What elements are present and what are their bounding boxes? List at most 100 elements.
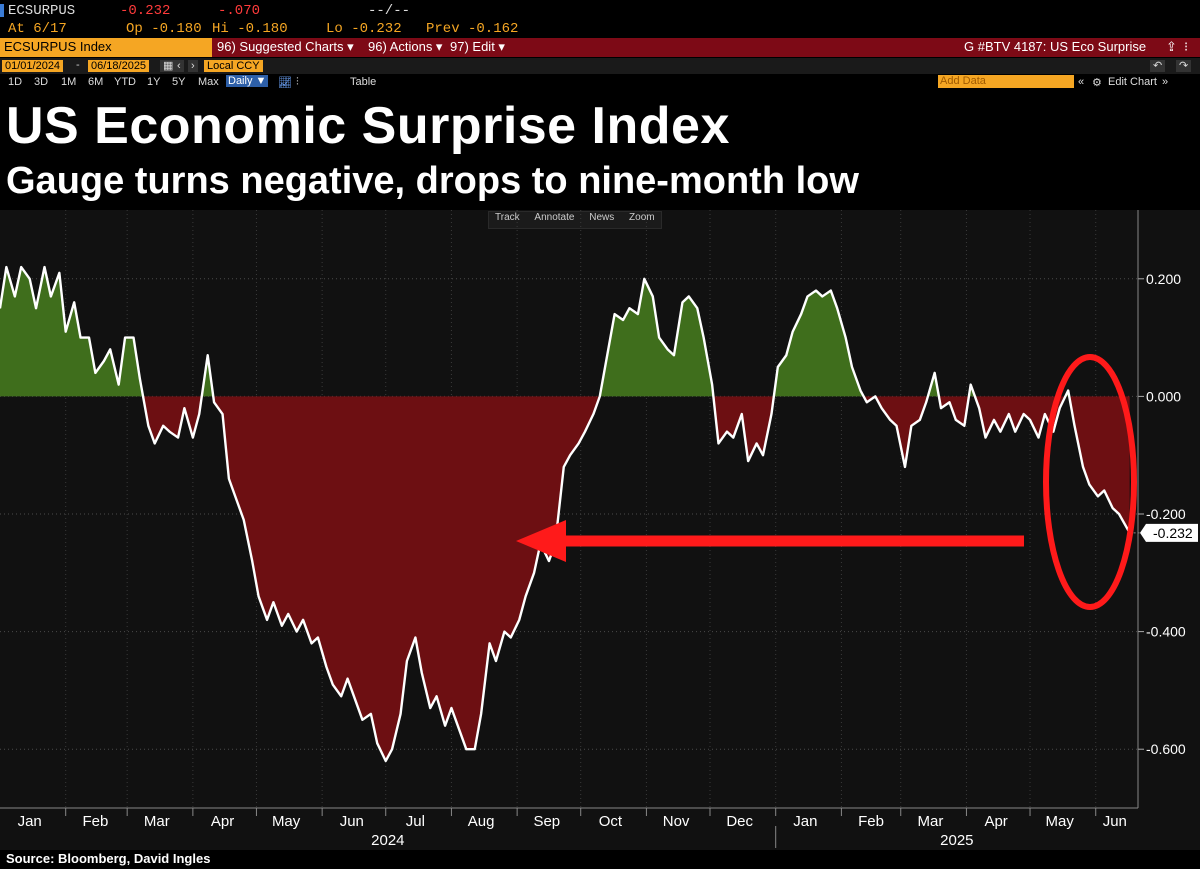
table-button[interactable]: Table bbox=[350, 76, 377, 88]
data-point bbox=[177, 436, 179, 439]
data-point bbox=[1103, 489, 1105, 492]
zoom-tool[interactable]: Zoom bbox=[629, 212, 655, 223]
surprise-index-chart[interactable]: 0.200 0.000 -0.200 -0.400 -0.600 Jan Feb Mar Apr… bbox=[0, 210, 1200, 850]
bid-ask-placeholder: --/-- bbox=[368, 3, 411, 19]
negative-area bbox=[1069, 396, 1130, 533]
y-tick-label: 0.000 bbox=[1146, 388, 1181, 404]
data-point bbox=[548, 560, 550, 562]
data-point bbox=[667, 348, 669, 350]
data-point bbox=[79, 337, 82, 339]
edit-menu[interactable]: 97) Edit ▾ bbox=[450, 39, 505, 54]
data-point bbox=[622, 319, 624, 321]
x-tick-label: Aug bbox=[468, 813, 495, 830]
x-tick-label: Mar bbox=[917, 813, 943, 830]
y-tick-label: 0.200 bbox=[1146, 271, 1181, 287]
period-3d[interactable]: 3D bbox=[34, 76, 49, 88]
arrow-head bbox=[516, 520, 566, 562]
actions-menu[interactable]: 96) Actions ▾ bbox=[368, 39, 443, 54]
x-tick-label: Jun bbox=[1103, 813, 1127, 830]
source-note: Source: Bloomberg, David Ingles bbox=[6, 851, 211, 866]
next-range-icon[interactable]: › bbox=[188, 60, 198, 72]
data-point bbox=[563, 466, 565, 468]
data-point bbox=[503, 631, 506, 633]
menu-icon[interactable]: ⁝ bbox=[1184, 39, 1189, 54]
data-point bbox=[103, 360, 105, 362]
x-tick-label: May bbox=[1046, 813, 1075, 830]
period-ytd[interactable]: YTD bbox=[114, 76, 136, 88]
last-value-tag bbox=[1140, 523, 1198, 542]
data-point bbox=[637, 313, 639, 315]
data-point bbox=[525, 595, 527, 597]
period-5y[interactable]: 5Y bbox=[172, 76, 186, 88]
data-point bbox=[162, 425, 164, 427]
data-point bbox=[495, 660, 497, 662]
x-tick-label: Sep bbox=[533, 813, 560, 830]
start-date-input[interactable]: 01/01/2024 bbox=[2, 60, 64, 72]
period-1m[interactable]: 1M bbox=[61, 76, 77, 88]
news-tool[interactable]: News bbox=[589, 212, 615, 223]
track-tool[interactable]: Track bbox=[495, 212, 520, 223]
frequency-select[interactable]: Daily ▼ bbox=[226, 75, 269, 87]
data-point bbox=[465, 748, 467, 750]
data-point bbox=[815, 289, 817, 292]
prev-range-icon[interactable]: ‹ bbox=[174, 60, 184, 72]
undo-icon[interactable]: ↶ bbox=[1150, 60, 1166, 72]
edit-chart-button[interactable]: Edit Chart bbox=[1108, 76, 1157, 88]
add-data-input[interactable]: Add Data bbox=[938, 75, 1074, 88]
data-point bbox=[904, 466, 906, 468]
data-point bbox=[302, 619, 304, 621]
data-point bbox=[1097, 495, 1099, 497]
collapse-right-icon[interactable]: » bbox=[1162, 76, 1169, 88]
security-field[interactable]: ECSURPUS Index bbox=[0, 38, 212, 57]
data-point bbox=[118, 384, 120, 386]
data-point bbox=[43, 266, 46, 268]
data-point bbox=[741, 413, 743, 415]
collapse-icon[interactable]: « bbox=[1078, 76, 1085, 88]
data-point bbox=[830, 289, 832, 292]
period-1y[interactable]: 1Y bbox=[147, 76, 161, 88]
period-max[interactable]: Max bbox=[198, 76, 219, 88]
period-1d[interactable]: 1D bbox=[8, 76, 23, 88]
data-point bbox=[376, 742, 378, 744]
bar-style-icon[interactable]: ⫶ bbox=[296, 76, 299, 88]
data-point bbox=[361, 719, 364, 721]
period-6m[interactable]: 6M bbox=[88, 76, 104, 88]
end-date-input[interactable]: 06/18/2025 bbox=[88, 60, 150, 72]
date-range-bar: 01/01/2024 - 06/18/2025 ▦ ‹ › Local CCY … bbox=[0, 58, 1200, 74]
data-point bbox=[109, 348, 111, 350]
data-point bbox=[435, 695, 438, 697]
data-point bbox=[948, 401, 951, 403]
data-point bbox=[978, 407, 980, 409]
x-tick-label: Jan bbox=[793, 813, 817, 830]
redo-icon[interactable]: ↷ bbox=[1176, 60, 1192, 72]
data-point bbox=[800, 313, 802, 315]
data-point bbox=[139, 378, 141, 380]
data-point bbox=[717, 442, 720, 445]
data-point bbox=[272, 601, 275, 603]
data-point bbox=[355, 701, 357, 703]
data-point bbox=[1052, 431, 1054, 433]
currency-select[interactable]: Local CCY bbox=[204, 60, 263, 72]
data-point bbox=[317, 636, 319, 639]
suggested-charts-menu[interactable]: 96) Suggested Charts ▾ bbox=[217, 39, 354, 54]
security-name: ECSURPUS Index bbox=[4, 39, 112, 54]
line-chart-icon[interactable]: 📈︎ bbox=[278, 77, 292, 89]
data-point bbox=[65, 331, 67, 333]
settings-icon[interactable]: ⚙ bbox=[1092, 77, 1102, 89]
data-point bbox=[1067, 389, 1069, 392]
share-icon[interactable]: ⇪ bbox=[1166, 39, 1177, 54]
chart-title: US Economic Surprise Index bbox=[6, 97, 730, 155]
annotate-tool[interactable]: Annotate bbox=[534, 212, 575, 223]
calendar-icon[interactable]: ▦ bbox=[160, 60, 177, 72]
data-point bbox=[910, 425, 912, 427]
annotations bbox=[516, 354, 1137, 610]
data-point bbox=[851, 366, 853, 368]
last-price: -0.232 bbox=[120, 3, 171, 19]
ticker-symbol[interactable]: ECSURPUS bbox=[8, 3, 76, 19]
data-point bbox=[607, 348, 609, 350]
positive-area bbox=[0, 267, 144, 397]
data-point bbox=[192, 436, 194, 439]
data-point bbox=[1073, 425, 1076, 427]
data-point bbox=[35, 307, 37, 309]
data-point bbox=[711, 384, 713, 386]
